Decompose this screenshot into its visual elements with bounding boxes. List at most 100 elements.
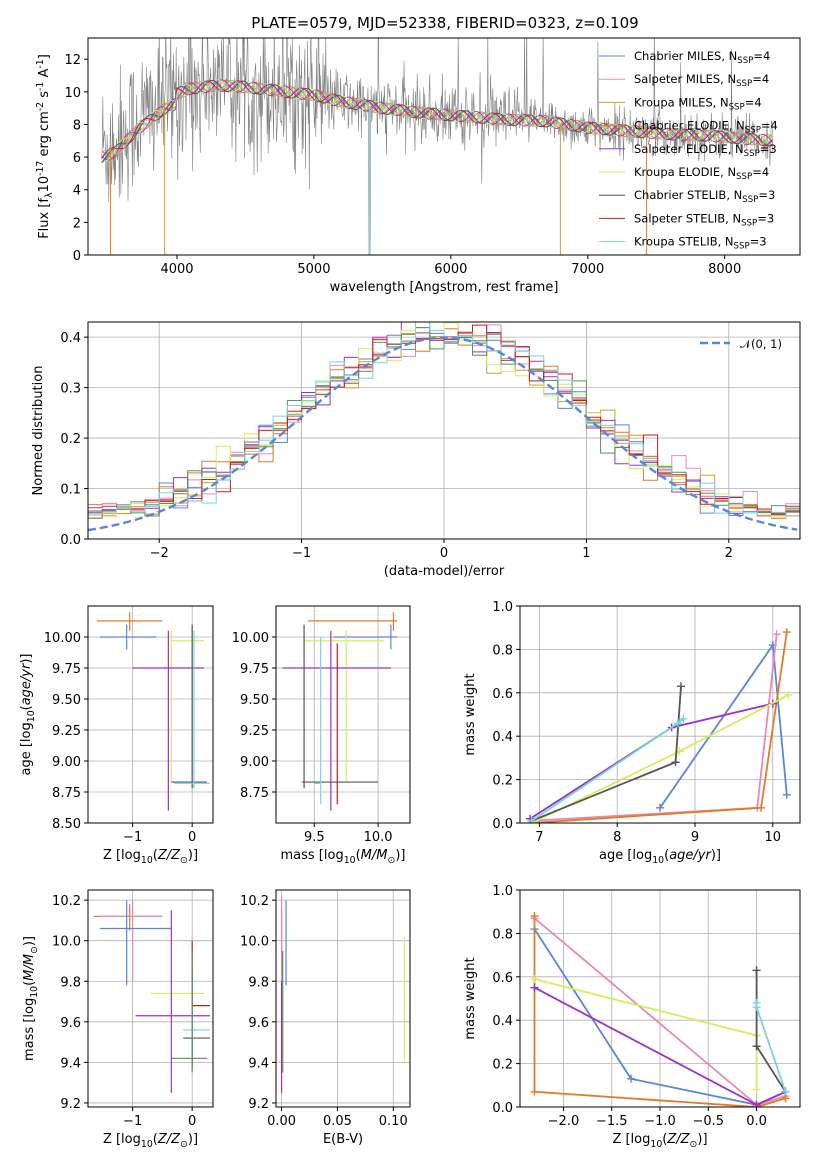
- label-tspan: ⊙: [387, 855, 395, 866]
- x-tick-label: 9.5: [304, 830, 325, 845]
- x-axis-label: age [log10(age/yr)]: [599, 848, 721, 866]
- legend-nssp-prefix: , N: [720, 72, 736, 86]
- legend-model: Chabrier ELODIE: [634, 119, 729, 133]
- legend-nssp-prefix: , N: [728, 142, 744, 156]
- label-tspan: ⊙: [29, 946, 40, 954]
- x-axis-label: (data-model)/error: [384, 564, 505, 579]
- legend-model: Salpeter MILES: [634, 72, 720, 86]
- y-tick-label: 0.0: [492, 1101, 513, 1116]
- x-tick-label: −1: [123, 1114, 142, 1129]
- y-tick-label: 9.4: [60, 1056, 81, 1071]
- axes-frame: [519, 605, 801, 824]
- y-tick-label: 10.00: [232, 631, 269, 646]
- label-tspan: Z [log: [612, 1132, 650, 1147]
- y-tick-label: 10.2: [240, 894, 269, 909]
- y-tick-label: 9.6: [248, 1016, 269, 1031]
- weight-marker: [530, 1087, 539, 1096]
- y-axis-label: age [log10(age/yr)]: [19, 653, 37, 775]
- y-tick-label: 2: [73, 216, 81, 231]
- label-tspan: )]: [395, 848, 405, 863]
- error-bar-point-6: [314, 637, 322, 805]
- label-tspan: )]: [697, 1132, 707, 1147]
- normal-reference-curve: [88, 336, 798, 532]
- y-tick-label: 10.2: [52, 894, 81, 909]
- label-tspan: -2: [35, 102, 46, 111]
- legend-nssp-sub: SSP: [737, 56, 753, 66]
- x-tick-label: −0.5: [692, 1114, 724, 1129]
- x-axis-label: mass [log10(M/M⊙)]: [281, 848, 406, 866]
- legend-entry: Salpeter MILES, NSSP=4: [634, 72, 769, 89]
- error-bar-point-2: [99, 900, 172, 986]
- legend-entry: Chabrier MILES, NSSP=4: [634, 49, 770, 66]
- label-tspan: age/yr: [19, 662, 34, 705]
- error-bar-point-2: [170, 630, 205, 783]
- weight-marker: [627, 1074, 636, 1083]
- y-tick-label: 0.2: [492, 774, 513, 789]
- legend-entry: Kroupa STELIB, NSSP=3: [634, 235, 767, 252]
- label-tspan: ]: [37, 54, 52, 59]
- legend-nssp-prefix: , N: [713, 95, 729, 109]
- label-tspan: -17: [35, 161, 46, 176]
- label-tspan: -1: [35, 59, 46, 68]
- legend-nssp-prefix: , N: [720, 165, 736, 179]
- y-tick-label: 10.0: [52, 935, 81, 950]
- weight-series-2: [533, 916, 786, 1107]
- axes-frame: [87, 321, 801, 540]
- label-tspan: ⊙: [180, 1139, 188, 1150]
- label-tspan: Flux [f: [37, 198, 52, 239]
- grid-lines: [276, 606, 410, 823]
- weight-marker: [530, 974, 539, 983]
- y-tick-label: 9.00: [240, 755, 269, 770]
- ebv-mass-panel: 0.00 0.05 0.10 9.2 9.4 9.6 9.8 10.0 10.2 E(B-V): [240, 889, 411, 1147]
- error-bar-point-2: [304, 630, 385, 783]
- legend-nssp-sub: SSP: [734, 242, 750, 252]
- label-tspan: (: [664, 848, 669, 863]
- legend-nssp-sub: SSP: [745, 126, 761, 136]
- error-bar-point-1: [333, 624, 398, 650]
- label-tspan: (: [153, 1132, 158, 1147]
- x-tick-label: 7000: [571, 262, 604, 277]
- x-tick-label: 9: [691, 830, 699, 845]
- y-tick-label: 12: [64, 53, 81, 68]
- y-axis-label: mass weight: [463, 673, 478, 755]
- weight-marker: [781, 1087, 790, 1096]
- y-tick-label: 10.00: [44, 631, 81, 646]
- x-axis-label: Z [log10(Z/Z⊙)]: [103, 848, 198, 866]
- legend-nssp-prefix: , N: [726, 188, 742, 202]
- y-tick-label: 9.4: [248, 1056, 269, 1071]
- grid-lines: [276, 890, 410, 1107]
- label-tspan: 10: [141, 855, 153, 866]
- weight-marker: [752, 1100, 761, 1107]
- x-tick-label: 8000: [708, 262, 741, 277]
- y-tick-label: 0.0: [60, 533, 81, 548]
- y-tick-label: 0.2: [60, 432, 81, 447]
- legend-nssp-sub: SSP: [742, 195, 758, 205]
- legend-model: Chabrier STELIB: [634, 188, 726, 202]
- legend-model: Kroupa ELODIE: [634, 165, 720, 179]
- label-tspan: wavelength [Angstrom, rest frame]: [330, 280, 559, 295]
- weight-marker: [530, 983, 539, 992]
- label-tspan: 10: [26, 710, 37, 722]
- y-tick-label: 0.0: [492, 817, 513, 832]
- x-tick-label: −1.0: [644, 1114, 676, 1129]
- weight-marker: [782, 628, 791, 637]
- y-tick-label: 0.8: [492, 927, 513, 942]
- x-tick-label: 0: [440, 546, 448, 561]
- y-tick-label: 9.8: [248, 975, 269, 990]
- label-tspan: (: [356, 848, 361, 863]
- y-tick-label: 9.75: [240, 662, 269, 677]
- x-axis-label: Z [log10(Z/Z⊙)]: [103, 1132, 198, 1150]
- legend-entry: Salpeter ELODIE, NSSP=3: [634, 142, 777, 159]
- residual-histogram-panel: −2 −1 0 1 2 0.0 0.1 0.2 0.3 0.4 (data-model)/error…: [31, 321, 801, 579]
- x-tick-label: 2: [725, 546, 733, 561]
- label-tspan: mass [log: [22, 998, 37, 1061]
- legend-entry: Chabrier ELODIE, NSSP=4: [634, 119, 778, 136]
- x-tick-label: 6000: [434, 262, 467, 277]
- legend-nssp-value: =3: [757, 211, 774, 225]
- y-axis-label: Normed distribution: [31, 366, 46, 496]
- legend-nssp-prefix: , N: [721, 49, 737, 63]
- label-tspan: mass [log: [281, 848, 344, 863]
